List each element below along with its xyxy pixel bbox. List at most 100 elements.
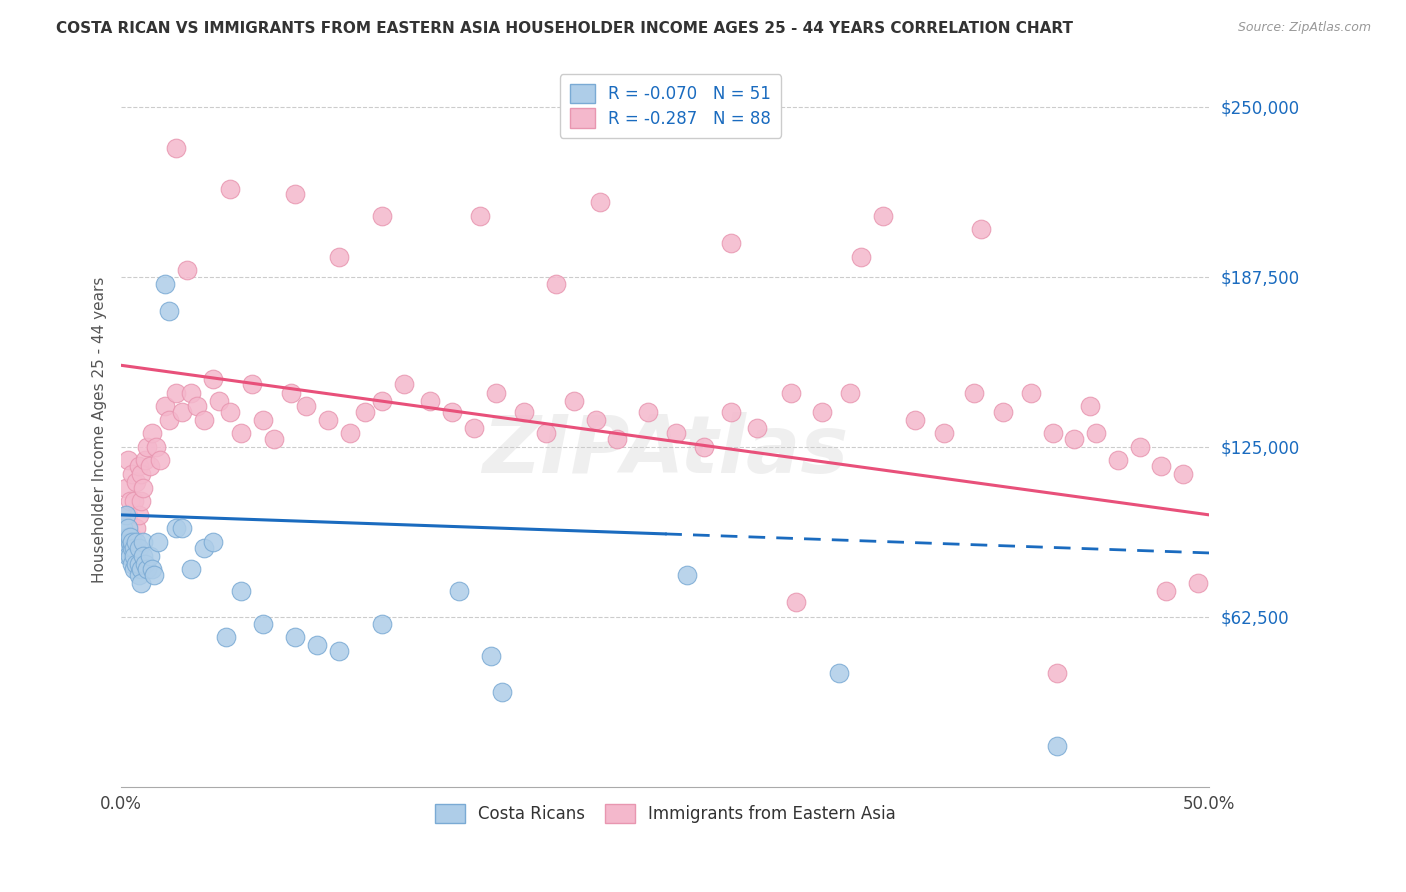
Point [124, 494, 146, 508]
Point [440, 404, 463, 418]
Point [371, 393, 394, 408]
Point [121, 557, 143, 571]
Point [121, 530, 143, 544]
Point [479, 649, 502, 664]
Point [1154, 584, 1177, 599]
Point [328, 644, 350, 658]
Legend: Costa Ricans, Immigrants from Eastern Asia: Costa Ricans, Immigrants from Eastern As… [427, 797, 903, 830]
Point [129, 467, 152, 481]
Point [180, 562, 202, 576]
Point [149, 453, 172, 467]
Point [112, 521, 135, 535]
Point [157, 413, 180, 427]
Point [117, 530, 139, 544]
Text: Source: ZipAtlas.com: Source: ZipAtlas.com [1237, 21, 1371, 34]
Y-axis label: Householder Income Ages 25 - 44 years: Householder Income Ages 25 - 44 years [93, 277, 107, 583]
Point [470, 209, 492, 223]
Point [208, 393, 231, 408]
Text: ZIPAtlas: ZIPAtlas [482, 412, 848, 491]
Point [1107, 453, 1129, 467]
Point [1129, 440, 1152, 454]
Point [1085, 426, 1108, 441]
Point [839, 385, 862, 400]
Point [142, 567, 165, 582]
Point [215, 630, 238, 644]
Point [128, 541, 150, 555]
Point [165, 521, 187, 535]
Point [125, 535, 148, 549]
Point [546, 277, 568, 291]
Point [180, 385, 202, 400]
Point [121, 467, 143, 481]
Point [392, 377, 415, 392]
Point [606, 432, 628, 446]
Point [125, 557, 148, 571]
Point [484, 385, 506, 400]
Point [284, 630, 307, 644]
Point [1187, 575, 1209, 590]
Point [114, 508, 136, 522]
Point [141, 426, 163, 441]
Point [676, 567, 699, 582]
Point [128, 508, 150, 522]
Point [117, 453, 139, 467]
Point [780, 385, 803, 400]
Point [125, 475, 148, 490]
Point [828, 665, 851, 680]
Point [136, 440, 159, 454]
Point [419, 393, 441, 408]
Point [124, 541, 146, 555]
Point [1046, 739, 1069, 753]
Point [132, 549, 155, 563]
Point [637, 404, 659, 418]
Point [172, 404, 194, 418]
Point [1171, 467, 1194, 481]
Point [295, 399, 318, 413]
Point [132, 481, 155, 495]
Point [339, 426, 361, 441]
Point [932, 426, 955, 441]
Point [240, 377, 263, 392]
Point [118, 494, 141, 508]
Point [129, 575, 152, 590]
Point [720, 404, 742, 418]
Text: COSTA RICAN VS IMMIGRANTS FROM EASTERN ASIA HOUSEHOLDER INCOME AGES 25 - 44 YEAR: COSTA RICAN VS IMMIGRANTS FROM EASTERN A… [56, 21, 1073, 36]
Point [176, 263, 198, 277]
Point [970, 222, 993, 236]
Point [145, 440, 167, 454]
Point [562, 393, 585, 408]
Point [128, 567, 150, 582]
Point [252, 616, 274, 631]
Point [124, 549, 146, 563]
Point [112, 535, 135, 549]
Point [585, 413, 607, 427]
Point [153, 277, 176, 291]
Point [463, 421, 485, 435]
Point [219, 404, 242, 418]
Point [1019, 385, 1042, 400]
Point [720, 235, 742, 250]
Point [124, 562, 146, 576]
Point [118, 549, 141, 563]
Point [229, 584, 252, 599]
Point [229, 426, 252, 441]
Point [128, 557, 150, 571]
Point [219, 181, 242, 195]
Point [785, 595, 807, 609]
Point [117, 549, 139, 563]
Point [811, 404, 834, 418]
Point [118, 530, 141, 544]
Point [1078, 399, 1101, 413]
Point [172, 521, 194, 535]
Point [447, 584, 470, 599]
Point [153, 399, 176, 413]
Point [904, 413, 927, 427]
Point [534, 426, 557, 441]
Point [117, 508, 139, 522]
Point [193, 541, 215, 555]
Point [128, 458, 150, 473]
Point [134, 453, 156, 467]
Point [263, 432, 285, 446]
Point [745, 421, 768, 435]
Point [129, 562, 152, 576]
